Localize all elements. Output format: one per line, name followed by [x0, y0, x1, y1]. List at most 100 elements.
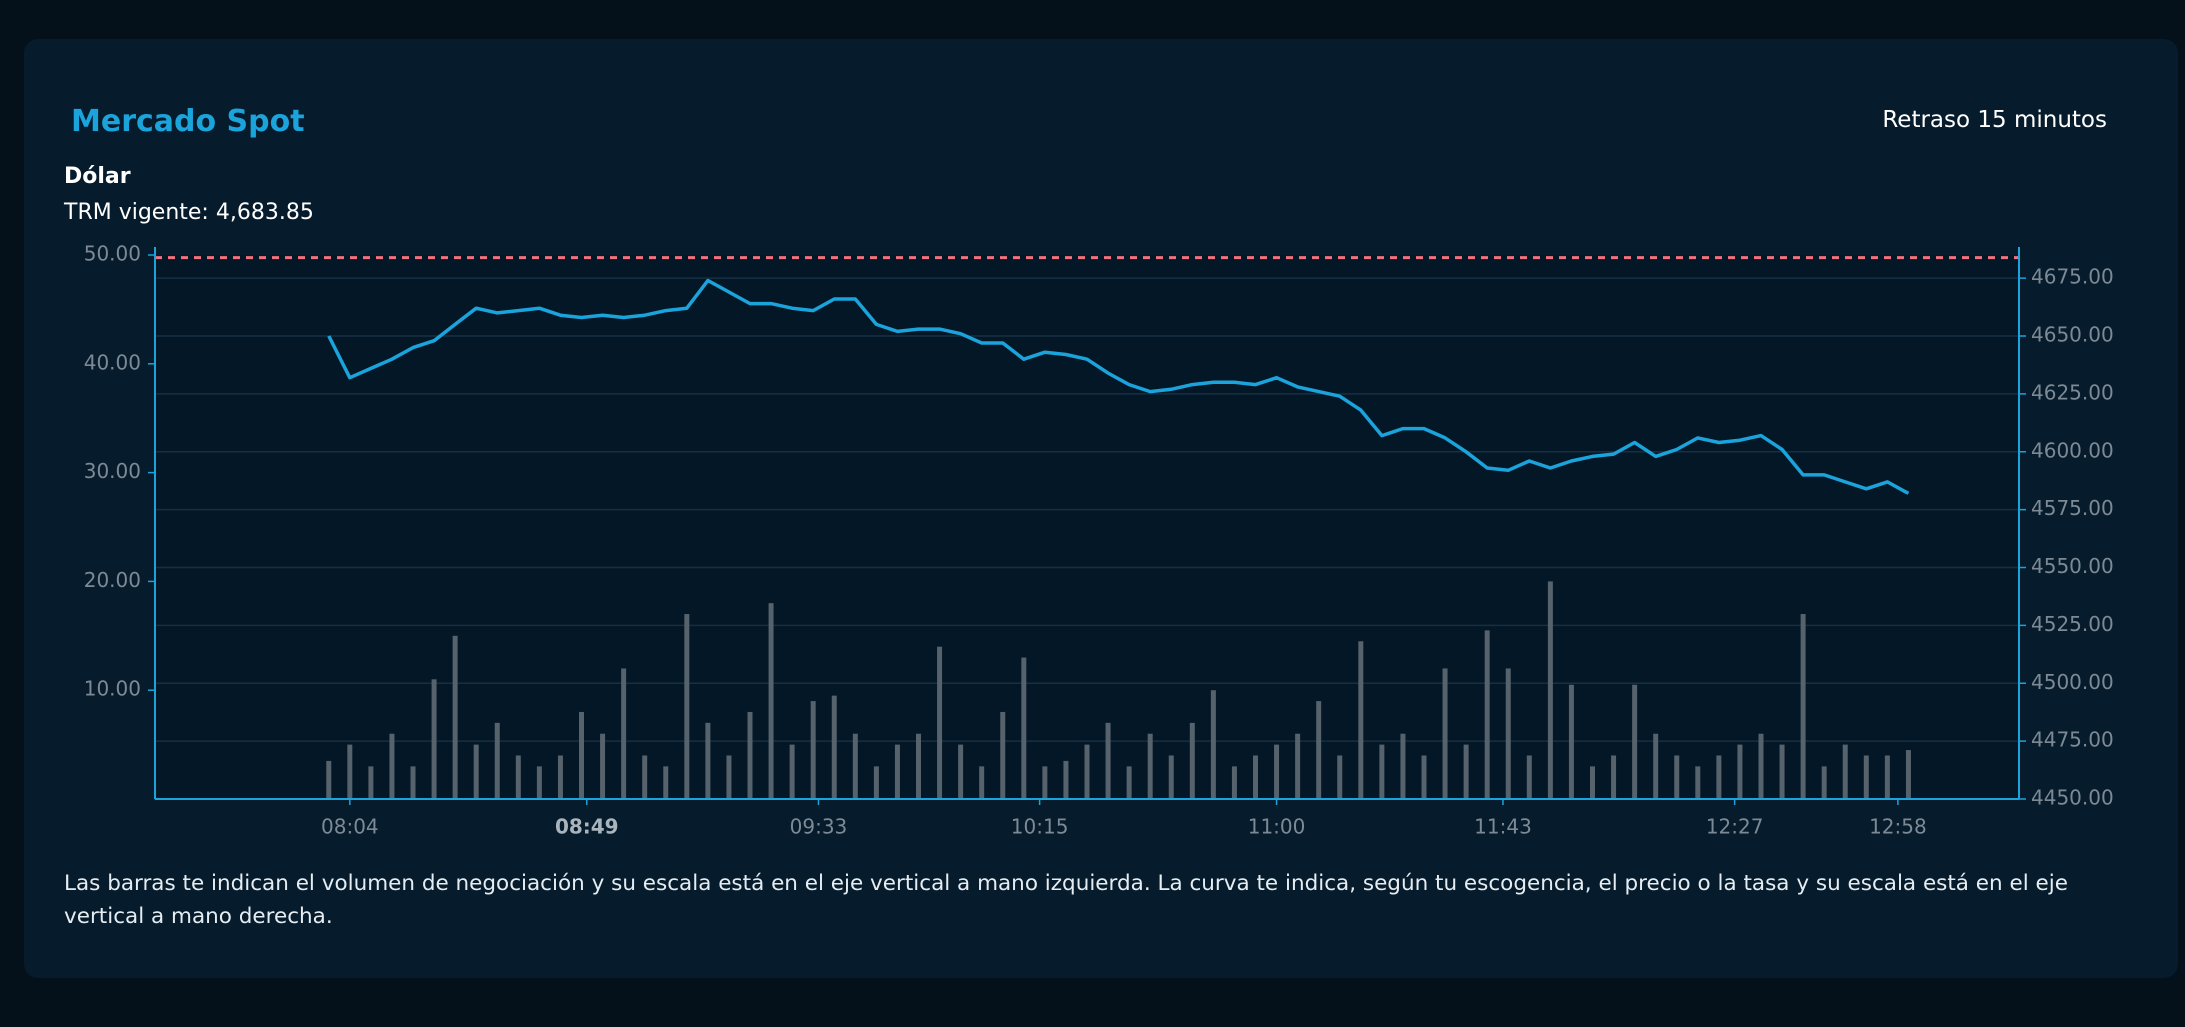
volume-bar: [1547, 581, 1553, 799]
volume-bar: [1632, 684, 1638, 799]
trm-value: 4,683.85: [215, 200, 314, 225]
volume-bar: [1716, 755, 1722, 799]
y2-tick-label: 4500.00: [2031, 670, 2114, 694]
volume-bar: [979, 766, 985, 799]
volume-bar: [389, 733, 395, 799]
y2-tick-label: 4575.00: [2031, 496, 2114, 520]
y2-tick-label: 4625.00: [2031, 380, 2114, 404]
volume-bar: [1674, 755, 1680, 799]
volume-bar: [1231, 766, 1237, 799]
volume-bar: [1653, 733, 1659, 799]
volume-bar: [536, 766, 542, 799]
volume-bar: [1379, 744, 1385, 799]
volume-bar: [1737, 744, 1743, 799]
title: Mercado Spot: [71, 104, 305, 139]
footnote: Las barras te indican el volumen de nego…: [64, 871, 2068, 929]
volume-bar: [579, 711, 585, 799]
volume-bar: [1505, 668, 1511, 799]
volume-bar: [1042, 766, 1048, 799]
x-tick-label: 11:00: [1248, 815, 1306, 839]
volume-bar: [621, 668, 627, 799]
volume-bar: [1316, 701, 1322, 799]
delay-note: Retraso 15 minutos: [1882, 107, 2107, 133]
volume-bar: [873, 766, 879, 799]
volume-bar: [1358, 641, 1364, 799]
volume-bar: [1063, 760, 1069, 799]
volume-bar: [1758, 733, 1764, 799]
volume-bar: [1295, 733, 1301, 799]
plot-area: [155, 255, 2019, 799]
asset-name: Dólar: [64, 164, 131, 189]
x-tick-label: 08:04: [321, 815, 379, 839]
volume-bar: [1189, 722, 1195, 799]
volume-bar: [1021, 657, 1027, 799]
volume-bar: [1210, 690, 1216, 799]
y-tick-label: 30.00: [84, 459, 141, 483]
volume-bar: [1842, 744, 1848, 799]
volume-bar: [410, 766, 416, 799]
y2-tick-label: 4650.00: [2031, 323, 2114, 347]
y2-tick-label: 4600.00: [2031, 438, 2114, 462]
volume-bar: [663, 766, 669, 799]
y-tick-label: 20.00: [84, 568, 141, 592]
volume-bar: [789, 744, 795, 799]
volume-bar: [642, 755, 648, 799]
volume-bar: [747, 711, 753, 799]
volume-bar: [916, 733, 922, 799]
y2-tick-label: 4675.00: [2031, 265, 2114, 289]
x-tick-label: 10:15: [1011, 815, 1069, 839]
x-tick-label: 09:33: [790, 815, 848, 839]
volume-bar: [431, 679, 437, 799]
volume-bar: [1526, 755, 1532, 799]
volume-bar: [600, 733, 606, 799]
volume-bar: [937, 646, 943, 799]
volume-bar: [368, 766, 374, 799]
volume-bar: [1611, 755, 1617, 799]
volume-bar: [1147, 733, 1153, 799]
volume-bar: [1084, 744, 1090, 799]
volume-bar: [1126, 766, 1132, 799]
volume-bar: [1695, 766, 1701, 799]
volume-bar: [726, 755, 732, 799]
volume-bar: [831, 695, 837, 799]
volume-bar: [347, 744, 353, 799]
volume-bar: [810, 701, 816, 799]
trm: TRM vigente: 4,683.85: [64, 200, 314, 225]
volume-bar: [958, 744, 964, 799]
volume-bar: [1589, 766, 1595, 799]
volume-bar: [1421, 755, 1427, 799]
volume-bar: [1400, 733, 1406, 799]
volume-bar: [894, 744, 900, 799]
volume-bar: [1800, 614, 1806, 799]
volume-bar: [1863, 755, 1869, 799]
x-tick-label: 11:43: [1474, 815, 1532, 839]
volume-bar: [705, 722, 711, 799]
y-tick-label: 50.00: [84, 242, 141, 266]
volume-bar: [1779, 744, 1785, 799]
volume-bar: [1274, 744, 1280, 799]
volume-bar: [1105, 722, 1111, 799]
volume-bar: [494, 722, 500, 799]
volume-bar: [1463, 744, 1469, 799]
volume-bar: [452, 635, 458, 799]
volume-bar: [1484, 630, 1490, 799]
price-line: [327, 278, 1910, 495]
y-tick-label: 40.00: [84, 350, 141, 374]
x-tick-label: 12:58: [1869, 815, 1927, 839]
volume-bar: [1821, 766, 1827, 799]
volume-bar: [1337, 755, 1343, 799]
y2-tick-label: 4550.00: [2031, 554, 2114, 578]
volume-bar: [1905, 750, 1911, 799]
volume-bar: [326, 760, 332, 799]
y-tick-label: 10.00: [84, 677, 141, 701]
volume-bar: [473, 744, 479, 799]
volume-bar: [1442, 668, 1448, 799]
volume-bar: [1568, 684, 1574, 799]
volume-bar: [684, 614, 690, 799]
x-tick-label: 08:49: [555, 815, 619, 839]
volume-bar: [768, 603, 774, 799]
volume-bar: [1252, 755, 1258, 799]
y2-tick-label: 4450.00: [2031, 786, 2114, 810]
